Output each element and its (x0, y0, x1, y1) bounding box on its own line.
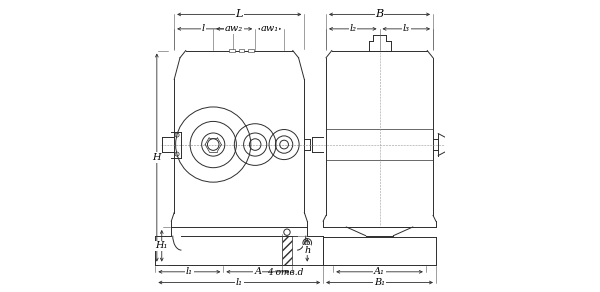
Bar (229, 49, 235, 52)
Text: A₁: A₁ (374, 267, 385, 276)
Text: B: B (376, 9, 383, 19)
Bar (239, 49, 244, 52)
Text: l₃: l₃ (403, 24, 410, 33)
Text: l₁: l₁ (186, 267, 193, 276)
Text: aw₁: aw₁ (260, 24, 278, 33)
Text: l₂: l₂ (349, 24, 356, 33)
Text: h: h (304, 246, 310, 255)
Text: L: L (236, 9, 243, 19)
Text: aw₂: aw₂ (225, 24, 243, 33)
Text: A: A (254, 267, 261, 276)
Text: B₁: B₁ (374, 278, 385, 287)
Text: H₁: H₁ (155, 241, 168, 250)
Text: l₁: l₁ (236, 278, 243, 287)
Bar (282, 236, 292, 265)
Text: 4 отв.d: 4 отв.d (268, 268, 304, 277)
Text: l: l (202, 24, 205, 33)
Text: H: H (152, 153, 161, 162)
Bar (248, 49, 254, 52)
